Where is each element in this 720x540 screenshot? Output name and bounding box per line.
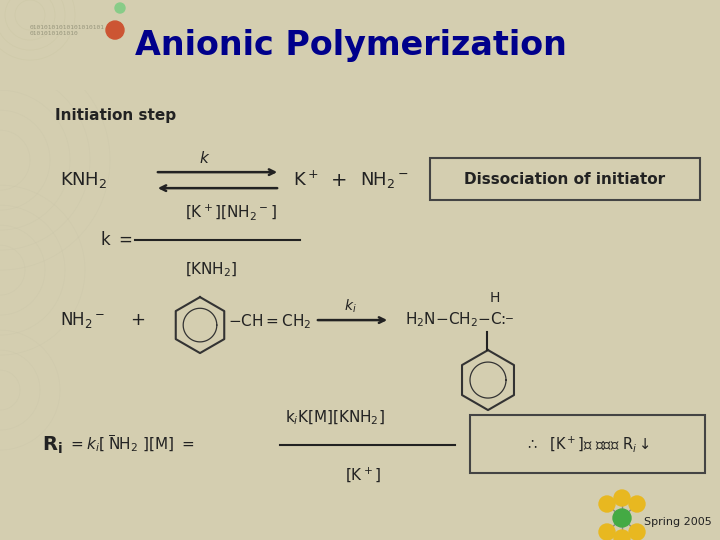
Circle shape [629,524,645,540]
Text: $k$: $k$ [199,150,211,166]
Text: KNH$_2$: KNH$_2$ [60,170,107,190]
Text: $\mathbf{R_i}$: $\mathbf{R_i}$ [42,434,63,456]
Text: 01010101010101010101
0101010101010: 01010101010101010101 0101010101010 [30,25,105,36]
Text: H: H [490,291,500,305]
Bar [470,415,705,473]
Text: $\therefore$  [K$^+$]를 가하면 R$_i$$\downarrow$: $\therefore$ [K$^+$]를 가하면 R$_i$$\downarr… [525,434,649,454]
Text: NH$_2$$^-$: NH$_2$$^-$ [60,310,105,330]
Text: $= k_i[$: $= k_i[$ [68,436,105,454]
Text: [K$^+$][NH$_2$$^-$]: [K$^+$][NH$_2$$^-$] [185,202,276,222]
Text: $-$CH$=$CH$_2$: $-$CH$=$CH$_2$ [228,313,312,332]
Text: H$_2$N$-$CH$_2$$-$C:: H$_2$N$-$CH$_2$$-$C: [405,310,506,329]
Circle shape [599,496,615,512]
Text: $+$: $+$ [130,311,145,329]
Text: k$_i$K[M][KNH$_2$]: k$_i$K[M][KNH$_2$] [285,409,385,427]
Text: NH$_2\ $][M] $=$: NH$_2\ $][M] $=$ [108,436,194,454]
Circle shape [629,496,645,512]
Text: [KNH$_2$]: [KNH$_2$] [185,260,238,279]
Text: Dissociation of initiator: Dissociation of initiator [464,172,665,187]
Circle shape [106,21,124,39]
Circle shape [614,530,630,540]
Text: k $=$: k $=$ [100,231,132,249]
Circle shape [599,524,615,540]
Text: $+$: $+$ [330,171,346,190]
Circle shape [614,490,630,506]
Text: $^-$: $^-$ [502,315,514,330]
Text: $k_i$: $k_i$ [343,298,356,315]
Text: Spring 2005: Spring 2005 [644,517,712,527]
Text: NH$_2$$^-$: NH$_2$$^-$ [360,170,409,190]
Bar [430,158,700,200]
Text: K$^+$: K$^+$ [293,171,319,190]
Text: Initiation step: Initiation step [55,107,176,123]
Text: $\overline{\ }$: $\overline{\ }$ [108,427,114,441]
Text: [K$^+$]: [K$^+$] [345,465,382,484]
Circle shape [613,509,631,527]
Circle shape [115,3,125,13]
Text: Anionic Polymerization: Anionic Polymerization [135,29,567,62]
